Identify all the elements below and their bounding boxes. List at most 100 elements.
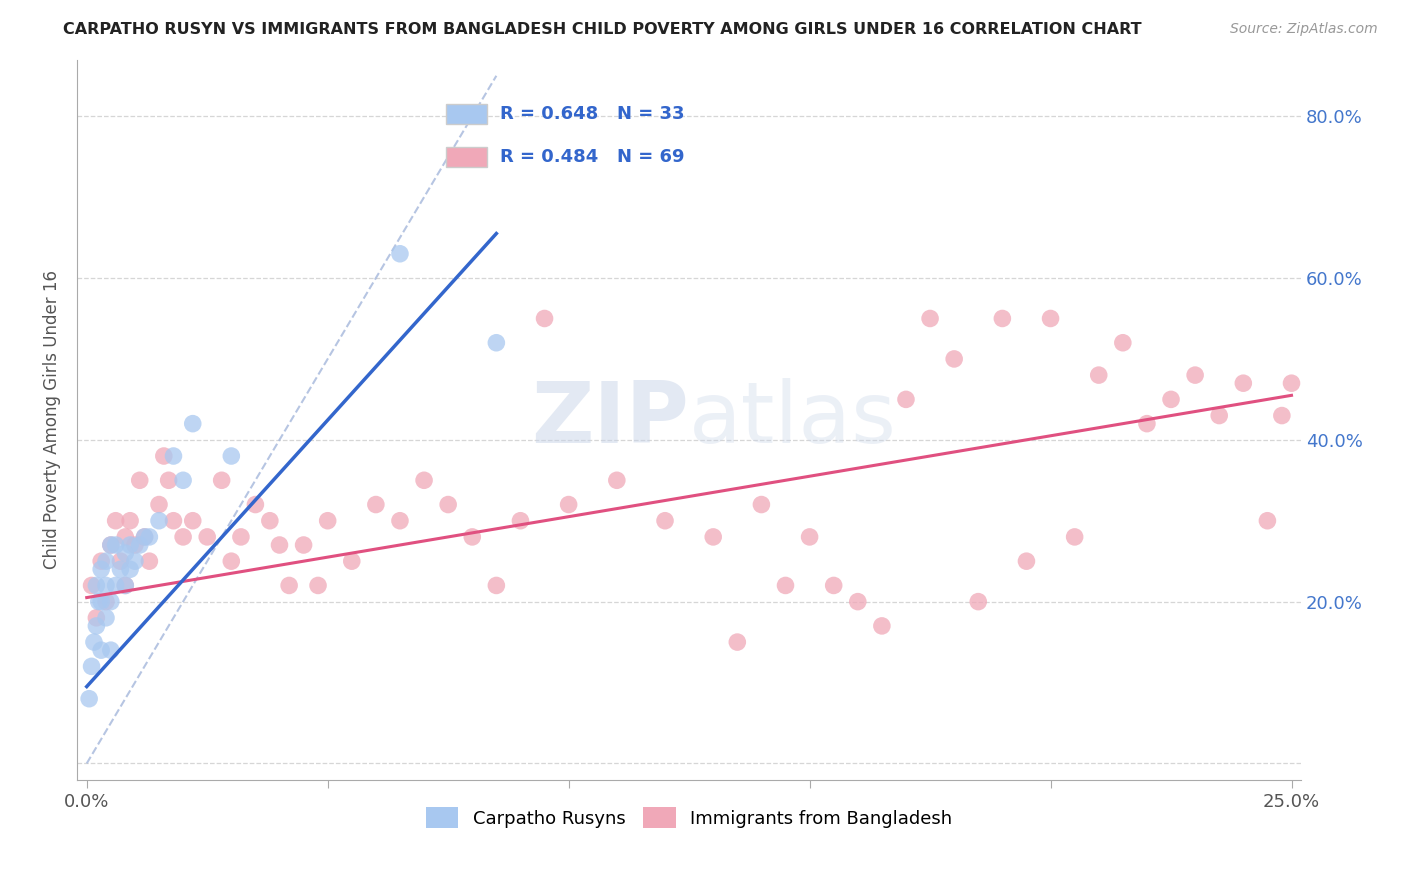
Point [1184, 368, 1206, 383]
Point [100, 538, 122, 552]
Point [181, 417, 204, 431]
Point [77, 691, 100, 706]
Point [1087, 368, 1109, 383]
Y-axis label: Child Poverty Among Girls Under 16: Child Poverty Among Girls Under 16 [44, 270, 60, 569]
Point [157, 473, 180, 487]
Text: atlas: atlas [689, 378, 897, 461]
Legend: Carpatho Rusyns, Immigrants from Bangladesh: Carpatho Rusyns, Immigrants from Banglad… [419, 800, 960, 836]
Point [80, 659, 103, 673]
Point [114, 578, 136, 592]
Point [90, 594, 112, 608]
Point [846, 594, 869, 608]
Point [316, 514, 339, 528]
Point [1015, 554, 1038, 568]
Point [124, 554, 146, 568]
Point [1271, 409, 1294, 423]
Point [307, 578, 329, 592]
Point [943, 351, 966, 366]
Point [245, 498, 267, 512]
Point [94, 578, 117, 592]
Point [485, 335, 508, 350]
Point [606, 473, 628, 487]
Point [162, 514, 184, 528]
Point [1112, 335, 1135, 350]
Point [920, 311, 942, 326]
Point [195, 530, 218, 544]
Point [259, 514, 281, 528]
Point [86, 619, 108, 633]
Point [340, 554, 363, 568]
Point [134, 530, 156, 544]
Point [134, 530, 156, 544]
Point [1256, 514, 1278, 528]
Point [725, 635, 748, 649]
Point [83, 635, 105, 649]
Point [221, 449, 243, 463]
Point [153, 449, 176, 463]
Point [114, 578, 136, 592]
Point [94, 594, 117, 608]
Point [100, 538, 122, 552]
Point [104, 514, 127, 528]
Point [533, 311, 555, 326]
Point [1063, 530, 1085, 544]
Point [278, 578, 301, 592]
Point [94, 554, 117, 568]
Point [120, 538, 142, 552]
Point [148, 498, 170, 512]
Point [388, 514, 411, 528]
Point [128, 473, 150, 487]
Point [799, 530, 821, 544]
Text: CARPATHO RUSYN VS IMMIGRANTS FROM BANGLADESH CHILD POVERTY AMONG GIRLS UNDER 16 : CARPATHO RUSYN VS IMMIGRANTS FROM BANGLA… [63, 22, 1142, 37]
Point [229, 530, 252, 544]
Point [94, 611, 117, 625]
Point [172, 530, 194, 544]
Point [80, 578, 103, 592]
Point [292, 538, 315, 552]
Point [162, 449, 184, 463]
Point [100, 643, 122, 657]
Point [114, 530, 136, 544]
Point [775, 578, 797, 592]
Point [967, 594, 990, 608]
Point [557, 498, 579, 512]
Point [114, 546, 136, 560]
Point [128, 538, 150, 552]
Point [413, 473, 436, 487]
Point [1039, 311, 1062, 326]
Point [388, 246, 411, 260]
Point [751, 498, 773, 512]
Point [364, 498, 387, 512]
Point [1281, 376, 1303, 391]
Point [100, 594, 122, 608]
Point [991, 311, 1014, 326]
Point [110, 554, 132, 568]
Point [120, 514, 142, 528]
Point [110, 562, 132, 576]
Point [509, 514, 531, 528]
Text: Source: ZipAtlas.com: Source: ZipAtlas.com [1230, 22, 1378, 37]
Point [211, 473, 233, 487]
Point [894, 392, 917, 407]
Point [1136, 417, 1159, 431]
Point [461, 530, 484, 544]
Point [1232, 376, 1254, 391]
Point [654, 514, 676, 528]
Point [104, 538, 127, 552]
Point [870, 619, 893, 633]
Point [104, 578, 127, 592]
Point [90, 562, 112, 576]
Point [148, 514, 170, 528]
Point [87, 594, 110, 608]
Point [120, 562, 142, 576]
Point [138, 530, 160, 544]
Point [90, 554, 112, 568]
Point [1208, 409, 1230, 423]
Point [823, 578, 845, 592]
Point [181, 514, 204, 528]
Point [86, 578, 108, 592]
Point [124, 538, 146, 552]
Point [221, 554, 243, 568]
Point [1160, 392, 1182, 407]
Point [269, 538, 291, 552]
